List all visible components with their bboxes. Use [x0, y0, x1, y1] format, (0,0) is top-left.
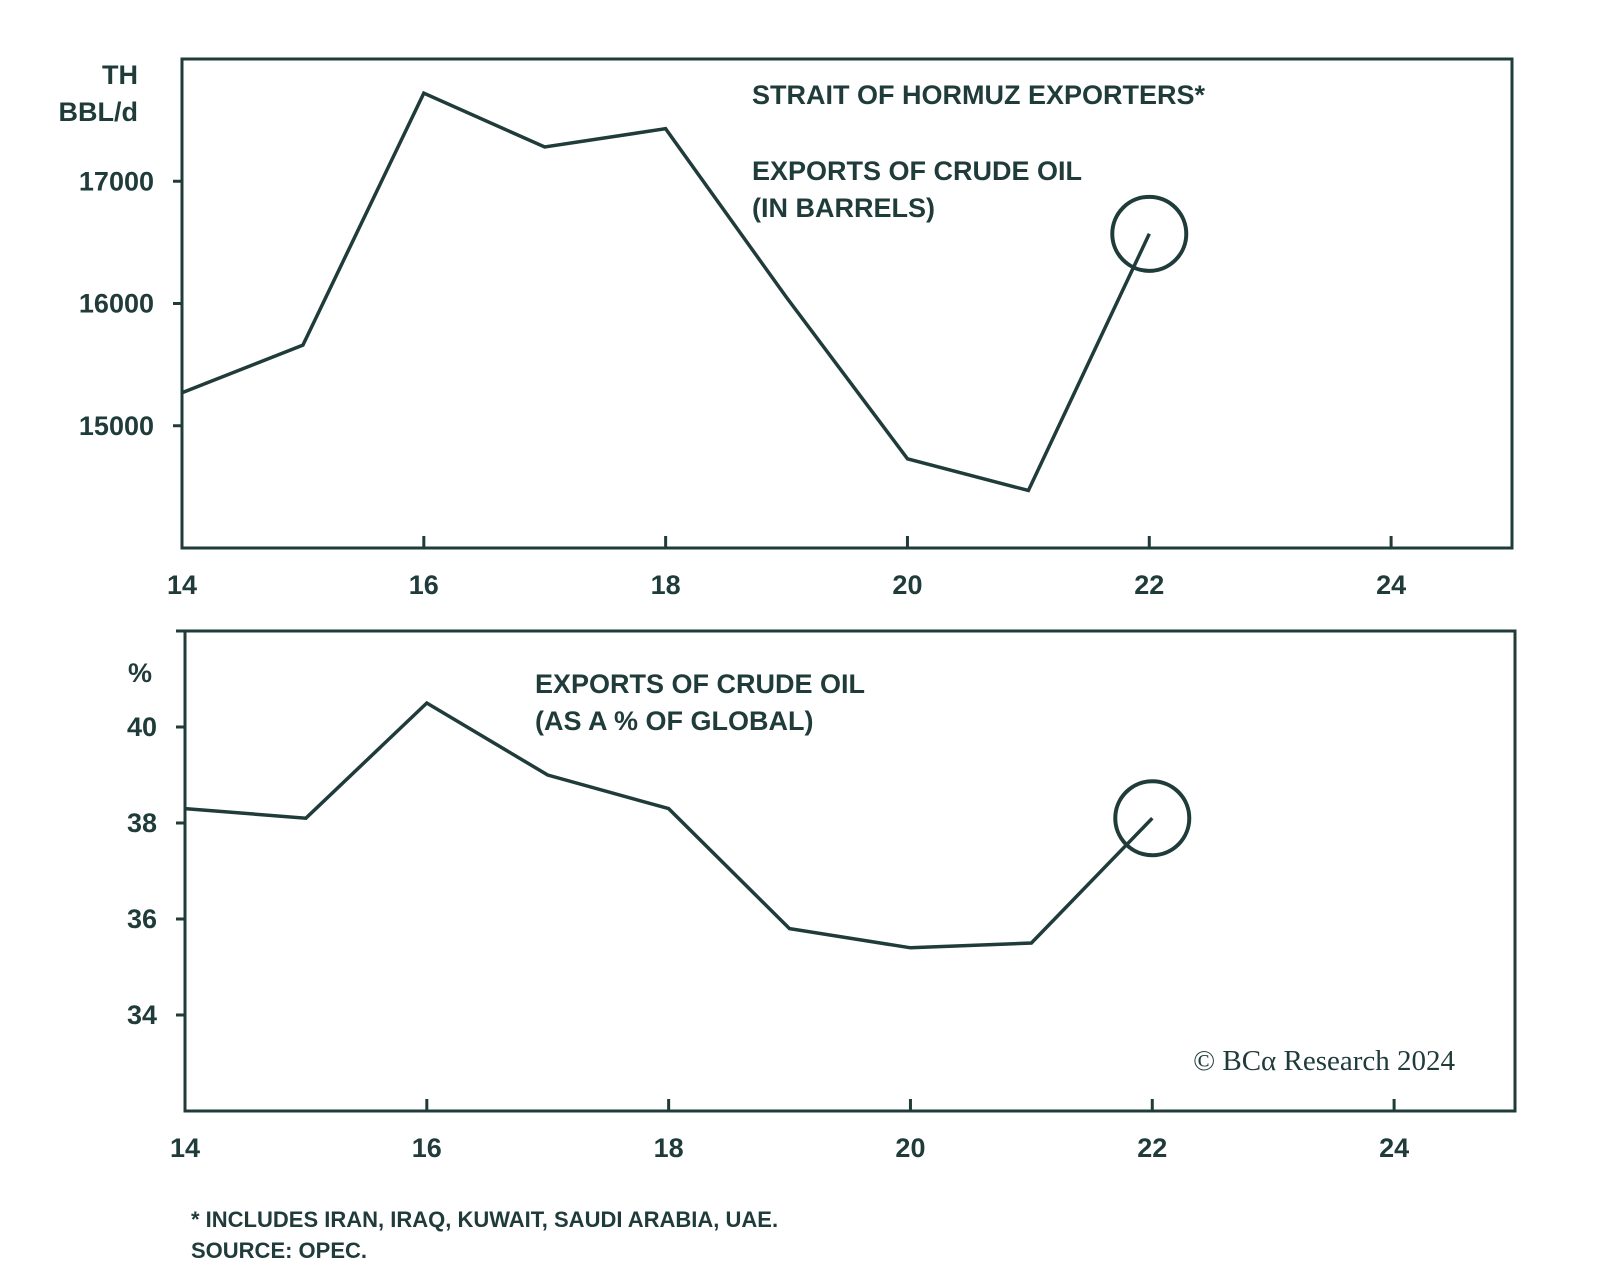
- bottom-y-tick-label: 38: [127, 808, 157, 838]
- chart-bottom-subtitle-line1: EXPORTS OF CRUDE OIL: [535, 669, 865, 699]
- bottom-x-tick-label: 16: [412, 1133, 442, 1163]
- top-y-tick-label: 15000: [79, 411, 154, 441]
- chart-bottom-y-axis: 34 36 38 40: [127, 629, 185, 1030]
- footnote-includes: * INCLUDES IRAN, IRAQ, KUWAIT, SAUDI ARA…: [191, 1207, 778, 1232]
- top-x-tick-label: 14: [167, 570, 197, 600]
- chart-bottom-series-line: [184, 700, 1154, 950]
- bottom-x-tick-label: 18: [654, 1133, 684, 1163]
- top-x-tick-label: 16: [409, 570, 439, 600]
- chart-bottom-yunit: %: [128, 658, 152, 688]
- chart-bottom-highlight-circle: [1113, 779, 1192, 858]
- chart-top-series-line: [181, 90, 1151, 493]
- bottom-x-tick-label: 14: [170, 1133, 200, 1163]
- top-x-tick-label: 18: [651, 570, 681, 600]
- chart-bottom: % EXPORTS OF CRUDE OIL (AS A % OF GLOBAL…: [127, 629, 1517, 1163]
- chart-top-yunit-line1: TH: [102, 60, 138, 90]
- top-y-tick-label: 17000: [79, 166, 154, 196]
- top-x-tick-label: 24: [1376, 570, 1406, 600]
- chart-top-highlight-circle: [1110, 194, 1189, 273]
- bottom-x-tick-label: 20: [895, 1133, 925, 1163]
- top-x-tick-label: 22: [1134, 570, 1164, 600]
- bottom-x-tick-label: 24: [1379, 1133, 1409, 1163]
- bottom-x-tick-label: 22: [1137, 1133, 1167, 1163]
- chart-top-title: STRAIT OF HORMUZ EXPORTERS*: [752, 80, 1206, 110]
- chart-top-subtitle-line1: EXPORTS OF CRUDE OIL: [752, 156, 1082, 186]
- chart-bottom-frame: [183, 629, 1517, 1113]
- watermark: © BCα Research 2024: [1193, 1045, 1455, 1077]
- footnote-source: SOURCE: OPEC.: [191, 1238, 367, 1263]
- chart-top-subtitle-line2: (IN BARRELS): [752, 193, 935, 223]
- chart-top-y-axis: 15000 16000 17000: [79, 166, 182, 441]
- chart-top-yunit-line2: BBL/d: [59, 97, 138, 127]
- chart-top-x-axis: 14 16 18 20 22 24: [167, 536, 1406, 600]
- chart-top-frame: [180, 57, 1514, 550]
- chart-bottom-x-axis: 14 16 18 20 22 24: [170, 1099, 1409, 1163]
- chart-bottom-subtitle-line2: (AS A % OF GLOBAL): [535, 706, 813, 736]
- top-x-tick-label: 20: [892, 570, 922, 600]
- bottom-y-tick-label: 34: [127, 1000, 157, 1030]
- chart-top: TH BBL/d STRAIT OF HORMUZ EXPORTERS* EXP…: [59, 57, 1514, 600]
- bottom-y-tick-label: 36: [127, 904, 157, 934]
- bottom-y-tick-label: 40: [127, 712, 157, 742]
- top-y-tick-label: 16000: [79, 289, 154, 319]
